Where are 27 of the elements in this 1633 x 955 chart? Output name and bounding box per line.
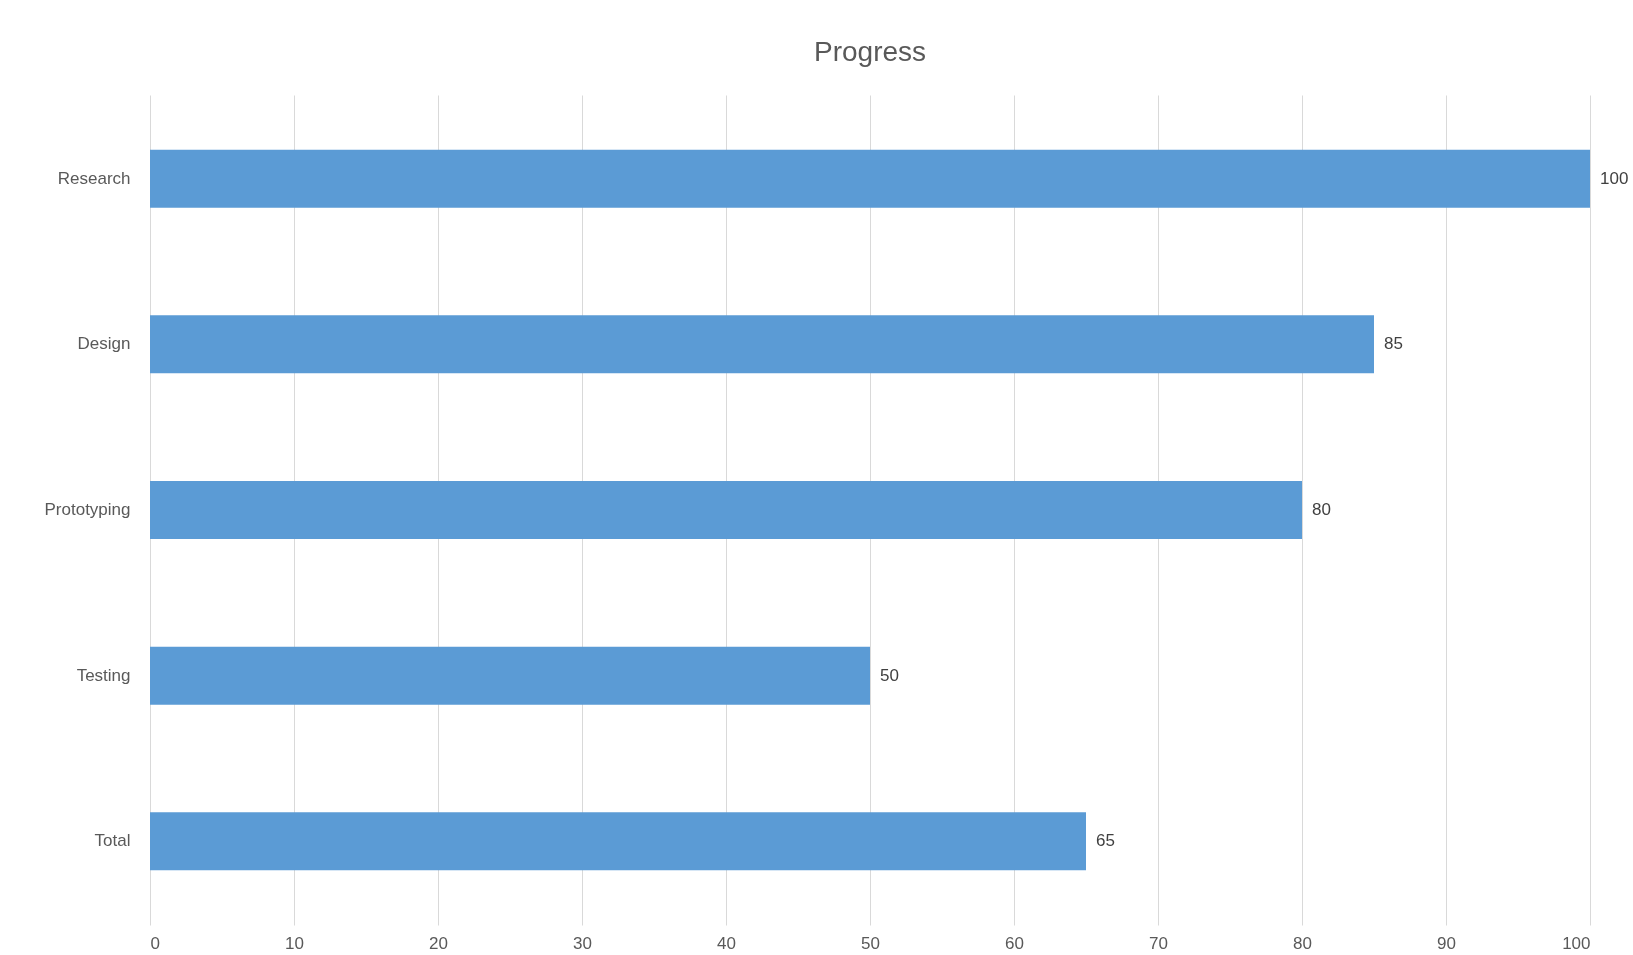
data-label: 65	[1096, 831, 1115, 851]
bar	[150, 149, 1590, 208]
x-tick-label: 0	[150, 933, 160, 953]
data-label: 85	[1384, 334, 1403, 354]
data-label: 100	[1600, 168, 1629, 188]
data-label: 80	[1312, 500, 1331, 519]
x-tick-label: 60	[1005, 933, 1024, 953]
x-tick-label: 10	[285, 933, 304, 953]
x-tick-label: 50	[861, 933, 880, 953]
y-tick-label: Testing	[76, 665, 131, 685]
x-tick-label: 30	[573, 933, 592, 953]
x-tick-label: 20	[429, 933, 448, 953]
data-label: 50	[880, 665, 899, 685]
y-tick-label: Total	[94, 831, 131, 851]
bar	[150, 812, 1086, 871]
y-tick-label: Research	[57, 168, 131, 188]
y-tick-label: Design	[77, 334, 131, 354]
y-tick-label: Prototyping	[44, 500, 131, 519]
x-tick-label: 40	[717, 933, 736, 953]
x-tick-label: 70	[1149, 933, 1168, 953]
bar	[150, 315, 1374, 374]
bar	[150, 646, 870, 705]
x-tick-label: 80	[1293, 933, 1312, 953]
x-tick-label: 100	[1562, 933, 1591, 953]
x-tick-label: 90	[1437, 933, 1456, 953]
bar	[150, 481, 1302, 539]
chart-title: Progress	[813, 36, 927, 67]
